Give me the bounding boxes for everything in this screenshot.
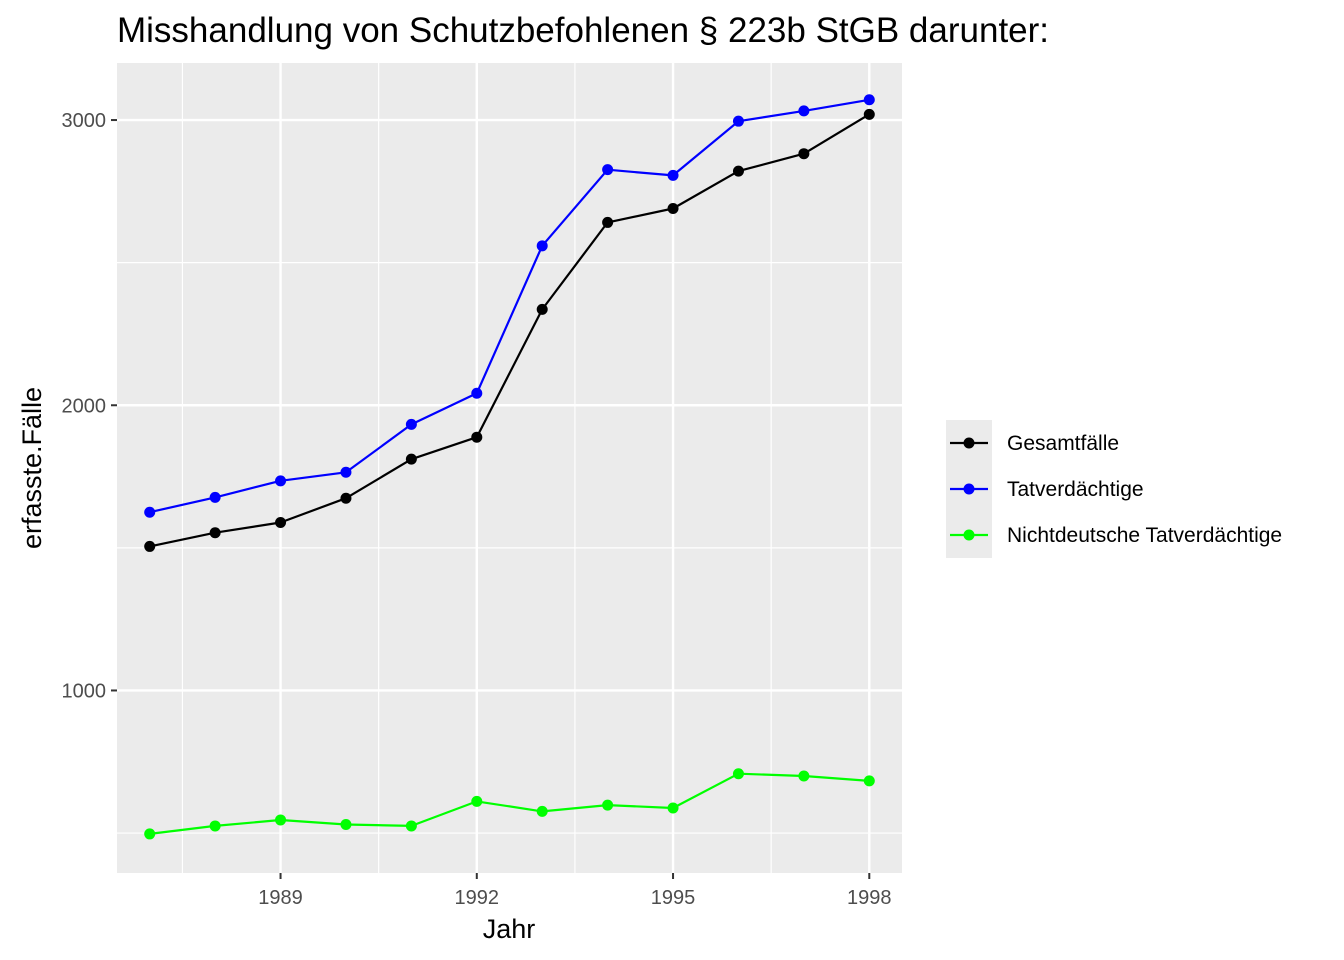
series-3-point [471,795,483,807]
chart-title: Misshandlung von Schutzbefohlenen § 223b… [117,11,1049,50]
grid [117,63,902,873]
series-1-point [405,453,417,465]
x-tick-label: 1998 [847,887,892,909]
series-1-point [471,431,483,443]
series-layer [144,94,875,840]
legend-key-point [963,437,975,449]
y-tick-label: 1000 [62,680,107,702]
series-2-point [798,105,810,117]
series-2-point [275,475,287,487]
series-line-1 [149,113,870,548]
series-1-point [144,540,156,552]
series-3-point [667,802,679,814]
series-1-point [667,202,679,214]
legend-label: Gesamtfälle [1007,432,1119,455]
y-tick-label: 2000 [62,395,107,417]
y-axis-title: erfasste.Fälle [17,387,47,549]
series-2-point [471,387,483,399]
legend-label: Tatverdächtige [1007,478,1144,501]
series-3-point [602,799,614,811]
series-3-point [732,768,744,780]
series-1-point [275,516,287,528]
series-3-point [144,828,156,840]
series-3-point [209,820,221,832]
series-2-point [405,418,417,430]
series-3-point [536,805,548,817]
series-1-point [798,148,810,160]
series-3-point [340,819,352,831]
axes: 1989 1992 1995 1998 1000 2000 3000 [62,110,892,909]
series-2-point [863,94,875,106]
series-3-point [798,770,810,782]
series-2-point [602,164,614,176]
series-2-point [340,466,352,478]
series-2-point [732,115,744,127]
x-tick-label: 1995 [651,887,696,909]
legend: Gesamtfälle Tatverdächtige Nichtdeutsche T… [946,420,1282,558]
y-tick-label: 3000 [62,110,107,132]
series-1-point [209,527,221,539]
series-1-point [863,108,875,120]
legend-key-point [963,529,975,541]
x-axis-title: Jahr [483,914,536,944]
series-line-3 [149,772,870,835]
series-2-point [667,169,679,181]
series-2-point [536,240,548,252]
series-1-point [732,165,744,177]
plot-panel [117,63,902,873]
series-1-point [602,216,614,228]
series-1-point [340,492,352,504]
legend-label: Nichtdeutsche Tatverdächtige [1007,524,1282,547]
series-3-point [275,814,287,826]
series-2-point [144,506,156,518]
series-3-point [863,775,875,787]
x-tick-label: 1989 [258,887,303,909]
x-tick-label: 1992 [455,887,500,909]
series-line-2 [149,98,870,514]
series-2-point [209,491,221,503]
series-3-point [405,820,417,832]
legend-key-point [963,483,975,495]
series-1-point [536,303,548,315]
